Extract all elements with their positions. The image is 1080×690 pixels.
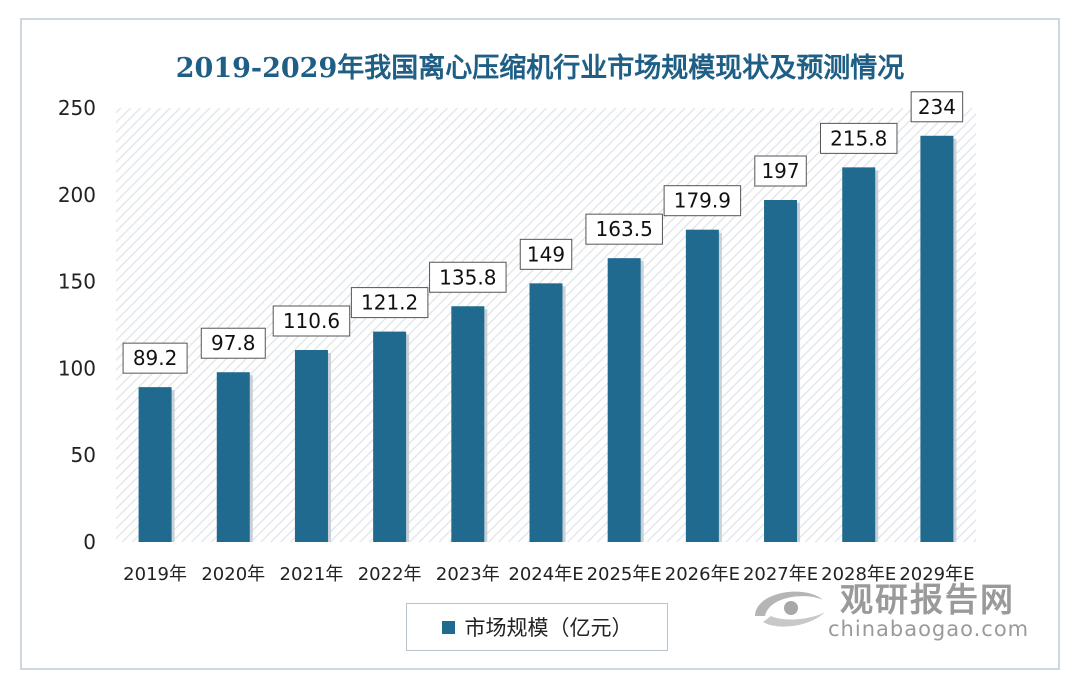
data-label-box (200, 327, 266, 359)
bar (216, 372, 250, 542)
data-label: 110.6 (283, 309, 340, 333)
bar (920, 135, 954, 542)
x-tick-label: 2026年E (665, 564, 740, 585)
bar (764, 200, 798, 542)
y-tick-label: 200 (58, 183, 96, 207)
legend-label: 市场规模（亿元） (464, 616, 633, 640)
x-tick-label: 2021年 (280, 564, 344, 585)
data-label: 121.2 (361, 291, 418, 315)
x-tick-label: 2028年E (821, 564, 896, 585)
data-label-box (585, 213, 663, 245)
chart-title: 2019-2029年我国离心压缩机行业市场规模现状及预测情况 (175, 53, 905, 84)
watermark-url: chinabaogao.com (828, 617, 1030, 641)
data-label: 234 (918, 95, 956, 119)
y-tick-label: 50 (71, 443, 96, 467)
x-tick-label: 2022年 (358, 564, 422, 585)
data-label: 135.8 (439, 265, 496, 289)
legend: 市场规模（亿元） (406, 603, 668, 651)
data-label: 163.5 (596, 217, 653, 241)
x-tick-label: 2019年 (123, 564, 187, 585)
bar (451, 306, 485, 542)
x-tick-label: 2029年E (899, 564, 974, 585)
data-label-box (663, 185, 742, 217)
data-label: 197 (761, 159, 799, 183)
data-label: 179.9 (674, 189, 731, 213)
x-tick-label: 2020年 (201, 564, 265, 585)
data-label-box (519, 238, 573, 270)
data-label: 89.2 (133, 346, 178, 370)
data-label-box (910, 91, 964, 123)
y-tick-label: 0 (83, 530, 96, 554)
watermark-logo-icon (755, 591, 825, 627)
data-label-box (122, 342, 188, 374)
data-labels: 89.2 97.8 110.6 121.2 135.8 149 163.5 179.9 197 2… (122, 91, 964, 374)
y-tick-label: 250 (58, 96, 96, 120)
bar (294, 349, 328, 542)
legend-swatch (441, 620, 455, 634)
x-axis: 2019年 2020年 2021年 2022年 2023年 2024年E 2025年E 202… (123, 564, 974, 585)
bar (842, 167, 876, 542)
y-axis: 0 50 100 150 200 250 (58, 96, 96, 554)
watermark-brand: 观研报告网 (840, 580, 1015, 619)
bar (138, 387, 172, 542)
x-tick-label: 2024年E (508, 564, 583, 585)
data-label-box (429, 261, 507, 293)
data-label: 149 (527, 242, 565, 266)
data-label-box (272, 305, 351, 337)
y-tick-label: 150 (58, 270, 96, 294)
data-label-box (754, 155, 807, 187)
data-label-box (819, 122, 898, 154)
data-label: 215.8 (830, 126, 887, 150)
x-tick-label: 2025年E (587, 564, 662, 585)
bar (529, 283, 563, 542)
data-label: 97.8 (211, 331, 256, 355)
y-tick-label: 100 (58, 356, 96, 380)
x-tick-label: 2023年 (436, 564, 500, 585)
data-label-box (350, 287, 429, 319)
x-tick-label: 2027年E (743, 564, 818, 585)
bar (685, 229, 719, 542)
bar (607, 258, 641, 542)
bar (373, 331, 407, 542)
bar-series (138, 135, 957, 542)
